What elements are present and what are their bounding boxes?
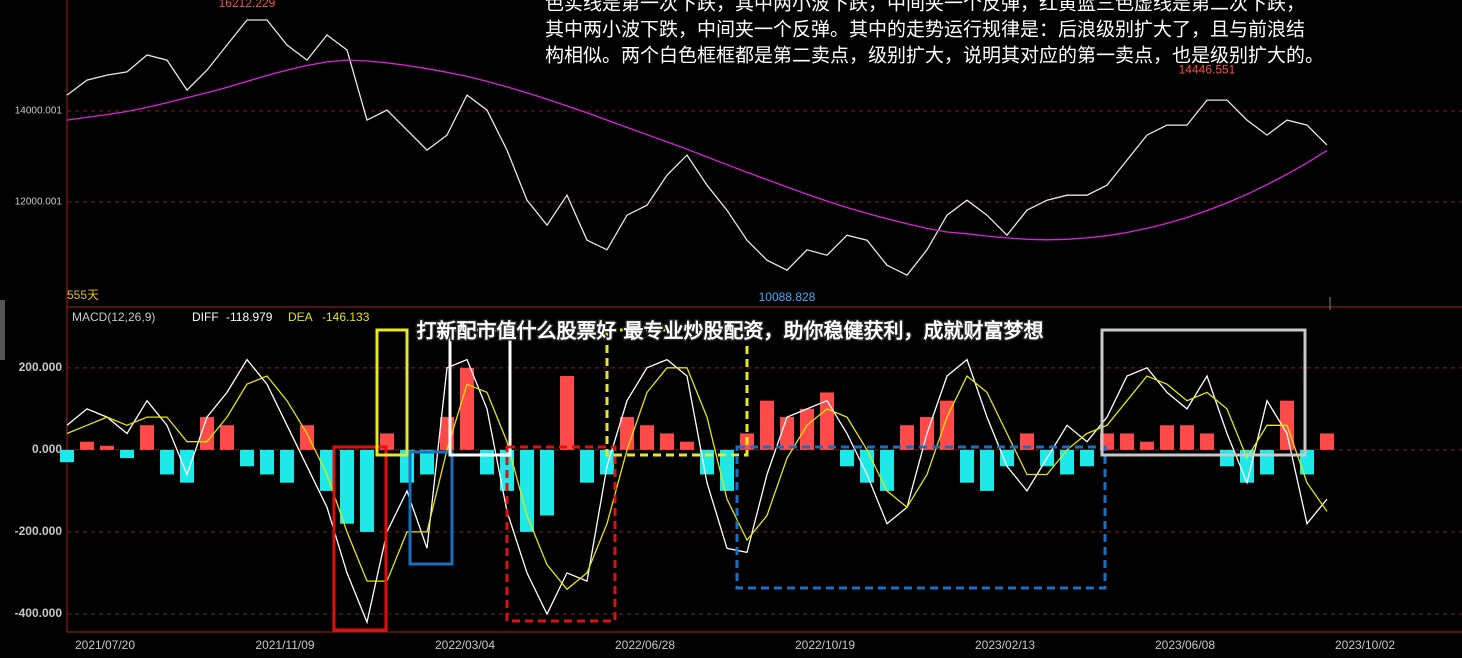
box-red — [332, 445, 388, 632]
box-blue-dashed — [735, 445, 1107, 590]
histogram-bar — [1140, 441, 1154, 450]
histogram-bar — [800, 408, 814, 450]
histogram-bar — [1180, 425, 1194, 450]
histogram-bar — [320, 449, 334, 491]
histogram-bar — [120, 449, 134, 459]
x-tick-label: 2023/06/08 — [1155, 638, 1215, 652]
plot-layer: 14000.001 12000.001 555天 16212.229 14446.551… — [15, 0, 1462, 652]
histogram-bar — [220, 425, 234, 450]
histogram-bar — [360, 449, 374, 532]
window-edge — [0, 300, 5, 360]
series-line — [66, 59, 1328, 241]
histogram-bar — [140, 425, 154, 450]
histogram-bar — [300, 425, 314, 450]
x-tick-label: 2021/11/09 — [255, 638, 314, 652]
price-annotation: 14446.551 — [1179, 62, 1236, 76]
histogram-bar — [160, 449, 174, 475]
x-tick-label: 2022/03/04 — [435, 638, 495, 652]
histogram-bar — [1320, 433, 1334, 450]
box-white — [448, 328, 512, 457]
histogram-bar — [900, 425, 914, 450]
price-annotation: 16212.229 — [219, 0, 276, 10]
histogram-bar — [100, 445, 114, 450]
histogram-bar — [280, 449, 294, 483]
legend-value: -146.133 — [322, 310, 370, 324]
legend-name: DIFF — [192, 310, 219, 324]
price-annotation: 10088.828 — [759, 290, 816, 304]
box-yellow — [375, 328, 409, 457]
histogram-bar — [1220, 449, 1234, 467]
histogram-bar — [840, 449, 854, 467]
histogram-bar — [1000, 449, 1014, 467]
box-blue — [408, 450, 454, 566]
x-tick-label: 2023/02/13 — [975, 638, 1035, 652]
box-red-dashed — [505, 445, 617, 623]
histogram-bar — [860, 449, 874, 483]
histogram-bar — [960, 449, 974, 483]
histogram-bar — [640, 425, 654, 450]
y-tick-label: 12000.001 — [15, 197, 63, 208]
series-line — [66, 367, 1328, 591]
histogram-bar — [1080, 449, 1094, 467]
histogram-bar — [780, 417, 794, 450]
y-tick-label: -400.000 — [15, 606, 63, 620]
histogram-bar — [980, 449, 994, 491]
histogram-bar — [1120, 433, 1134, 450]
histogram-bar — [240, 449, 254, 467]
x-tick-label: 2022/06/28 — [615, 638, 675, 652]
histogram-bar — [80, 441, 94, 450]
box-yellow-dashed — [605, 328, 749, 457]
histogram-bar — [680, 441, 694, 450]
x-tick-label: 2023/10/02 — [1335, 638, 1395, 652]
series-line — [66, 19, 1328, 277]
banner: 打新配市值什么股票好 最专业炒股配资，助你稳健获利，成就财富梦想 — [417, 319, 1044, 343]
annotation-boxes — [332, 328, 1307, 632]
histogram-bar — [880, 449, 894, 491]
y-tick-label: 14000.001 — [15, 106, 63, 117]
x-tick-label: 2021/07/20 — [75, 638, 135, 652]
histogram-bar — [60, 449, 74, 463]
histogram-bar — [420, 449, 434, 475]
histogram-bar — [200, 417, 214, 450]
histogram-bar — [520, 449, 534, 532]
paragraph-line: 构相似。两个白色框框都是第二卖点，级别扩大，说明其对应的第一卖点，也是级别扩大的… — [545, 45, 1324, 67]
paragraph-line: 色实线是第一次下跌，其中两小波下跌，中间夹一个反弹，红黄蓝三色虚线是第二次下跌， — [545, 0, 1305, 15]
histogram-bar — [1160, 425, 1174, 450]
series-line — [66, 358, 1328, 625]
histogram-bar — [540, 449, 554, 516]
legend-value: -118.979 — [226, 310, 273, 324]
y-tick-label: -200.000 — [15, 524, 63, 538]
histogram-bar — [180, 449, 194, 483]
y-tick-label: 200.000 — [19, 360, 63, 374]
histogram-bar — [580, 449, 594, 483]
histogram-bar — [1060, 449, 1074, 475]
paragraph-line: 其中两小波下跌，中间夹一个反弹。其中的走势运行规律是：后浪级别扩大了，且与前浪结 — [545, 19, 1305, 41]
histogram-bar — [720, 449, 734, 491]
legend-name: DEA — [288, 310, 313, 324]
histogram-bar — [660, 433, 674, 450]
histogram-bar — [340, 449, 354, 524]
histogram-bar — [260, 449, 274, 475]
indicator-title: MACD(12,26,9) — [72, 310, 155, 324]
histogram-bar — [560, 376, 574, 450]
histogram-bar — [760, 400, 774, 450]
series-label: 555天 — [67, 288, 99, 302]
histogram-bar — [460, 367, 474, 450]
histogram-bar — [1200, 433, 1214, 450]
x-tick-label: 2022/10/19 — [795, 638, 855, 652]
histogram-bar — [620, 417, 634, 450]
histogram-bar — [940, 400, 954, 450]
y-tick-label: 0.000 — [32, 442, 62, 456]
box-white-large — [1100, 328, 1307, 457]
